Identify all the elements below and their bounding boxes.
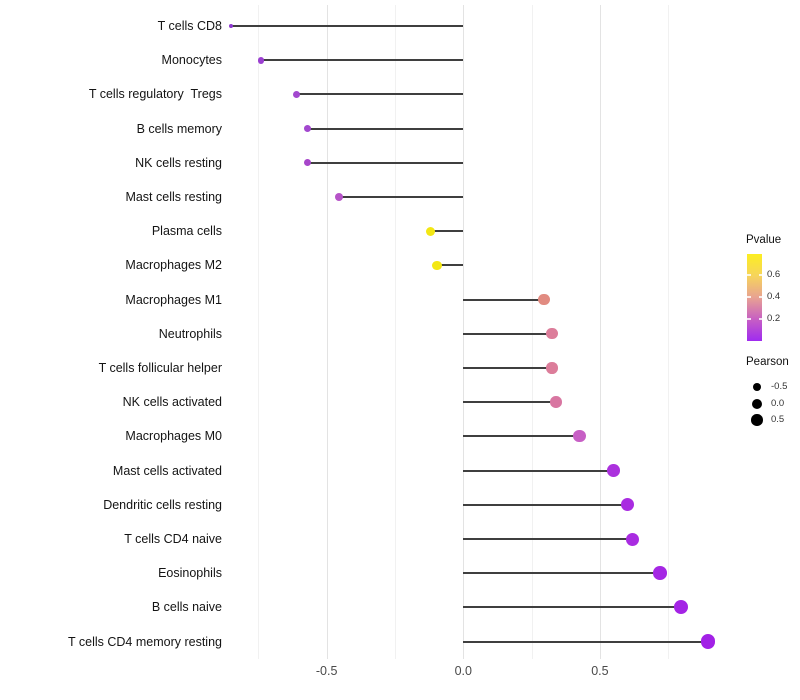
pearson-legend-label: -0.5	[771, 381, 788, 392]
y-axis-label: NK cells resting	[135, 155, 222, 170]
pearson-legend-dot	[752, 398, 762, 409]
lollipop-dot	[620, 498, 634, 512]
minor-gridline	[668, 5, 670, 659]
y-axis-label: Macrophages M0	[125, 429, 222, 444]
major-gridline	[326, 5, 328, 659]
pvalue-gradient-tick	[747, 274, 751, 276]
lollipop-dot	[546, 328, 558, 340]
lollipop-stem	[463, 606, 681, 609]
lollipop-stem	[230, 25, 464, 27]
lollipop-dot	[425, 226, 436, 236]
pearson-legend-title: Pearson	[746, 356, 789, 368]
y-axis-label: Mast cells resting	[125, 190, 222, 204]
minor-gridline	[258, 5, 260, 659]
pvalue-legend-title: Pvalue	[746, 234, 782, 246]
lollipop-stem	[463, 401, 557, 404]
y-axis-label: T cells CD4 naive	[124, 532, 222, 546]
lollipop-stem	[463, 298, 544, 301]
lollipop-stem	[463, 332, 553, 335]
pearson-legend-label: 0.5	[771, 414, 785, 425]
pvalue-tick-label: 0.4	[767, 290, 781, 302]
pvalue-gradient-tick	[758, 318, 762, 320]
y-axis-label: Dendritic cells resting	[103, 497, 222, 512]
lollipop-dot	[700, 634, 716, 649]
lollipop-stem	[463, 435, 580, 438]
y-axis-label: T cells follicular helper	[98, 361, 222, 375]
y-axis-label: T cells CD8	[157, 19, 222, 33]
y-axis-label: Macrophages M2	[125, 258, 222, 273]
x-axis-tick-label: -0.5	[315, 664, 338, 678]
x-axis-tick-label: 0.5	[591, 664, 609, 678]
lollipop-stem	[261, 59, 464, 62]
pvalue-tick-label: 0.2	[767, 312, 781, 324]
y-axis-label: B cells memory	[136, 121, 222, 136]
lollipop-dot	[432, 260, 443, 271]
lollipop-dot	[257, 56, 265, 64]
pearson-legend-dot	[752, 382, 762, 392]
pvalue-gradient-tick	[747, 296, 751, 298]
lollipop-dot	[292, 90, 301, 99]
lollipop-stem	[338, 196, 464, 198]
lollipop-dot	[673, 600, 688, 615]
pvalue-gradient-tick	[747, 318, 751, 320]
y-axis-label: B cells naive	[151, 600, 222, 615]
lollipop-stem	[430, 230, 464, 233]
lollipop-stem	[463, 469, 614, 472]
y-axis-label: T cells CD4 memory resting	[68, 634, 222, 649]
lollipop-dot	[653, 566, 667, 580]
lollipop-stem	[463, 538, 633, 540]
lollipop-stem	[307, 161, 464, 164]
major-gridline	[599, 5, 601, 659]
lollipop-dot	[303, 124, 312, 133]
lollipop-dot	[546, 362, 558, 374]
pvalue-gradient-bar	[747, 254, 762, 341]
minor-gridline	[394, 5, 396, 659]
pvalue-gradient-tick	[758, 274, 762, 276]
lollipop-stem	[437, 264, 464, 267]
lollipop-stem	[463, 503, 628, 506]
lollipop-stem	[307, 127, 464, 130]
pvalue-gradient-tick	[758, 296, 762, 298]
y-axis-label: Macrophages M1	[125, 292, 222, 307]
y-axis-label: Plasma cells	[151, 224, 222, 239]
lollipop-stem	[296, 93, 464, 96]
pearson-legend-dot	[751, 414, 763, 426]
y-axis-label: Eosinophils	[158, 566, 222, 581]
lollipop-dot	[607, 464, 620, 477]
y-axis-label: NK cells activated	[122, 395, 222, 410]
lollipop-dot	[228, 24, 233, 28]
lollipop-dot	[573, 430, 586, 443]
lollipop-dot	[538, 294, 550, 306]
major-gridline	[463, 5, 465, 659]
lollipop-dot	[550, 396, 563, 408]
lollipop-stem	[463, 640, 708, 643]
y-axis-label: T cells regulatory Tregs	[88, 87, 222, 102]
lollipop-dot	[334, 192, 344, 202]
y-axis-label: Mast cells activated	[112, 463, 222, 478]
y-axis-label: Neutrophils	[158, 326, 222, 341]
lollipop-stem	[463, 572, 661, 575]
pvalue-tick-label: 0.6	[767, 268, 781, 280]
lollipop-stem	[463, 367, 553, 369]
x-axis-tick-label: 0.0	[454, 664, 472, 678]
y-axis-label: Monocytes	[161, 53, 222, 68]
pearson-legend-label: 0.0	[771, 397, 785, 409]
minor-gridline	[531, 5, 533, 659]
lollipop-dot	[626, 532, 640, 546]
lollipop-dot	[303, 159, 312, 167]
